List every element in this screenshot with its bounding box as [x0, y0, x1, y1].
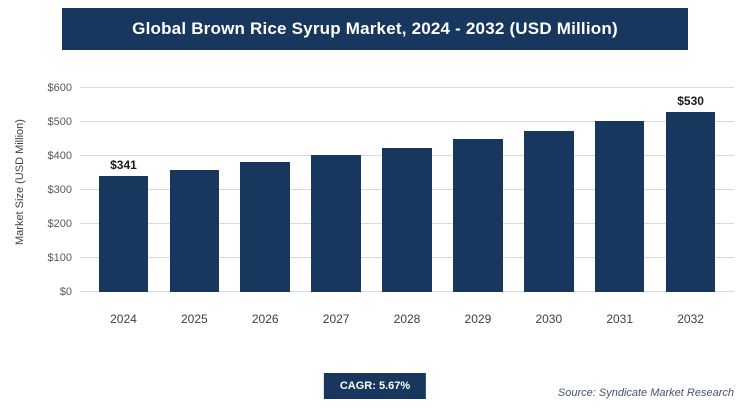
bar-column — [442, 88, 513, 292]
grid-line — [80, 121, 734, 122]
bars-container: $341 $530 — [80, 88, 734, 292]
bar-column: $341 — [88, 88, 159, 292]
x-axis-label: 2025 — [180, 312, 208, 326]
y-axis-title: Market Size (USD Million) — [14, 119, 26, 245]
bar-2031 — [594, 121, 645, 292]
x-axis-label: 2024 — [110, 312, 137, 326]
chart-title-banner: Global Brown Rice Syrup Market, 2024 - 2… — [62, 8, 688, 50]
bar-value-label: $530 — [677, 93, 704, 108]
bar-2025 — [169, 169, 220, 292]
bar-column — [584, 88, 655, 292]
bar-column: $530 — [655, 88, 726, 292]
bar-column — [513, 88, 584, 292]
x-axis-label: 2028 — [393, 312, 421, 326]
y-axis-tick-label: $400 — [47, 150, 72, 163]
bar-2027 — [311, 155, 361, 292]
bar-2032 — [665, 111, 716, 292]
bar-2029 — [453, 139, 503, 292]
bar-column — [372, 88, 443, 292]
source-attribution: Source: Syndicate Market Research — [557, 387, 734, 399]
y-axis-tick-label: $600 — [47, 82, 72, 94]
x-axis-labels: 2024 2025 2026 2027 2028 2029 2030 2031 2032 — [80, 300, 734, 334]
x-axis-label: 2027 — [322, 312, 350, 326]
bar-column — [301, 88, 372, 292]
bar-2024 — [98, 176, 149, 292]
plot-area: $341 $530 $0 $100 $200 $300 $400 $500 $600 — [48, 82, 734, 298]
cagr-badge: CAGR: 5.67% — [323, 373, 427, 399]
bar-2026 — [240, 162, 291, 292]
x-axis-label: 2029 — [464, 312, 492, 326]
y-axis-tick-label: $300 — [47, 184, 72, 196]
x-axis-label: 2030 — [535, 312, 563, 326]
bar-column — [159, 88, 230, 292]
bar-chart: Market Size (USD Million) $341 $530 $0 $10… — [12, 72, 738, 334]
y-axis-tick-label: $0 — [59, 286, 72, 298]
bar-2028 — [382, 147, 432, 292]
y-axis-tick-label: $200 — [47, 218, 72, 231]
bar-2030 — [523, 130, 574, 292]
bar-column — [230, 88, 301, 292]
x-axis-label: 2032 — [677, 312, 704, 326]
chart-title: Global Brown Rice Syrup Market, 2024 - 2… — [132, 19, 618, 38]
y-axis-tick-label: $500 — [47, 116, 72, 128]
x-axis-label: 2031 — [606, 312, 634, 326]
grid-line — [80, 87, 734, 88]
y-axis-tick-label: $100 — [47, 252, 72, 265]
x-axis-label: 2026 — [251, 312, 279, 326]
bar-value-label: $341 — [110, 158, 137, 173]
